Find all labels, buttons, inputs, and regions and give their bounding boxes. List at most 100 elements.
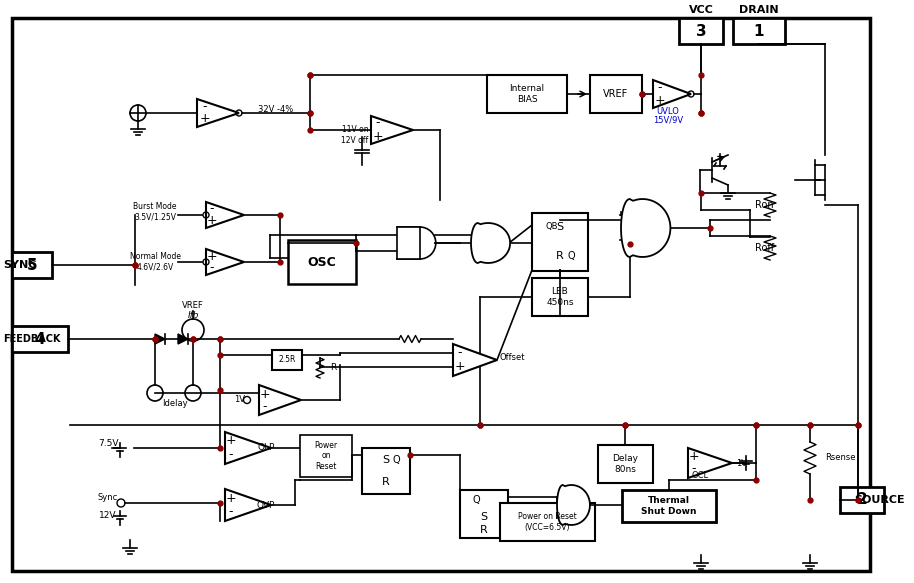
Text: 7.5V: 7.5V — [98, 438, 118, 448]
Text: +: + — [199, 113, 210, 125]
Text: Power on Reset
(VCC=6.5V): Power on Reset (VCC=6.5V) — [517, 512, 577, 532]
Bar — [272, 350, 302, 370]
Text: Offset: Offset — [500, 353, 526, 361]
Text: SYNC: SYNC — [3, 260, 37, 270]
Bar — [362, 448, 410, 494]
Bar — [500, 503, 595, 541]
Polygon shape — [206, 202, 244, 228]
Bar — [288, 240, 356, 284]
Text: -: - — [209, 202, 214, 216]
Text: 2.5R: 2.5R — [278, 356, 296, 364]
Bar — [460, 490, 508, 538]
Text: 1V: 1V — [736, 458, 747, 468]
Text: R: R — [556, 251, 564, 261]
Text: +: + — [226, 491, 237, 504]
Text: VREF: VREF — [182, 300, 204, 310]
Text: Sync: Sync — [98, 493, 118, 503]
Text: Rsense: Rsense — [825, 454, 856, 462]
Text: -: - — [228, 448, 233, 462]
Text: Delay
80ns: Delay 80ns — [612, 454, 638, 474]
Polygon shape — [178, 334, 188, 344]
Polygon shape — [155, 334, 165, 344]
Text: 5: 5 — [27, 258, 37, 272]
Text: Normal Mode
4.6V/2.6V: Normal Mode 4.6V/2.6V — [130, 252, 180, 272]
Text: Ifb: Ifb — [187, 311, 198, 319]
Text: +: + — [207, 250, 218, 262]
Text: 1V: 1V — [234, 395, 245, 405]
Polygon shape — [197, 99, 239, 127]
Text: S: S — [481, 512, 487, 522]
Bar — [532, 278, 588, 316]
Text: 2: 2 — [856, 493, 867, 507]
Text: +: + — [688, 451, 699, 463]
Text: +: + — [207, 215, 218, 227]
Polygon shape — [653, 80, 691, 108]
Text: DRAIN: DRAIN — [739, 5, 779, 15]
Bar — [679, 18, 723, 44]
Polygon shape — [259, 385, 301, 415]
Text: R: R — [382, 477, 390, 487]
Text: -: - — [203, 100, 207, 114]
Text: R: R — [480, 525, 488, 535]
Polygon shape — [557, 485, 590, 525]
Bar — [397, 227, 420, 259]
Text: OCL: OCL — [691, 472, 708, 480]
Text: 3: 3 — [696, 23, 707, 38]
Text: Idelay: Idelay — [162, 399, 187, 408]
Polygon shape — [453, 344, 497, 376]
Text: Burst Mode
3.5V/1.25V: Burst Mode 3.5V/1.25V — [133, 202, 176, 222]
Text: +: + — [226, 434, 237, 448]
Text: -: - — [458, 346, 462, 360]
Bar — [598, 445, 653, 483]
Text: S: S — [557, 222, 564, 232]
Text: OLP: OLP — [258, 444, 275, 452]
Text: FEEDBACK: FEEDBACK — [3, 334, 60, 344]
Text: Q: Q — [473, 495, 480, 505]
Text: 32V -4%: 32V -4% — [258, 106, 293, 114]
Text: 1: 1 — [754, 23, 764, 38]
Bar — [12, 326, 68, 352]
Polygon shape — [225, 489, 271, 521]
Text: -: - — [376, 117, 380, 129]
Text: Internal
BIAS: Internal BIAS — [509, 85, 545, 104]
Text: 12V: 12V — [100, 511, 117, 521]
Bar — [487, 75, 567, 113]
Bar — [300, 435, 352, 477]
Bar — [622, 490, 716, 522]
Bar — [12, 252, 52, 278]
Text: -: - — [228, 505, 233, 518]
Text: SOURCE: SOURCE — [855, 495, 905, 505]
Text: 15V/9V: 15V/9V — [653, 115, 683, 125]
Polygon shape — [688, 448, 732, 478]
Bar — [590, 75, 642, 113]
Text: VREF: VREF — [603, 89, 629, 99]
Text: -: - — [209, 262, 214, 275]
Text: Roff: Roff — [755, 243, 774, 253]
Text: -: - — [692, 462, 696, 476]
Text: Power
on
Reset: Power on Reset — [314, 441, 337, 471]
Bar — [733, 18, 785, 44]
Text: Q: Q — [392, 455, 400, 465]
Text: +: + — [654, 93, 665, 107]
Text: S: S — [382, 455, 389, 465]
Text: -: - — [658, 82, 663, 94]
Text: QB: QB — [545, 223, 558, 231]
Polygon shape — [621, 199, 670, 257]
Polygon shape — [206, 249, 244, 275]
Text: 4: 4 — [35, 332, 46, 346]
Text: OSC: OSC — [308, 255, 336, 269]
Polygon shape — [225, 432, 271, 464]
Text: +: + — [260, 388, 271, 401]
Bar — [840, 487, 884, 513]
Text: +: + — [454, 360, 465, 374]
Text: +: + — [373, 129, 383, 142]
Text: OVP: OVP — [257, 500, 275, 510]
Text: UVLO: UVLO — [656, 107, 679, 117]
Polygon shape — [471, 223, 510, 263]
Text: -: - — [262, 401, 267, 413]
Polygon shape — [371, 116, 413, 144]
Text: Thermal
Shut Down: Thermal Shut Down — [642, 496, 696, 516]
Text: Q: Q — [568, 251, 575, 261]
Text: Ron: Ron — [755, 200, 773, 210]
Bar — [532, 213, 588, 271]
